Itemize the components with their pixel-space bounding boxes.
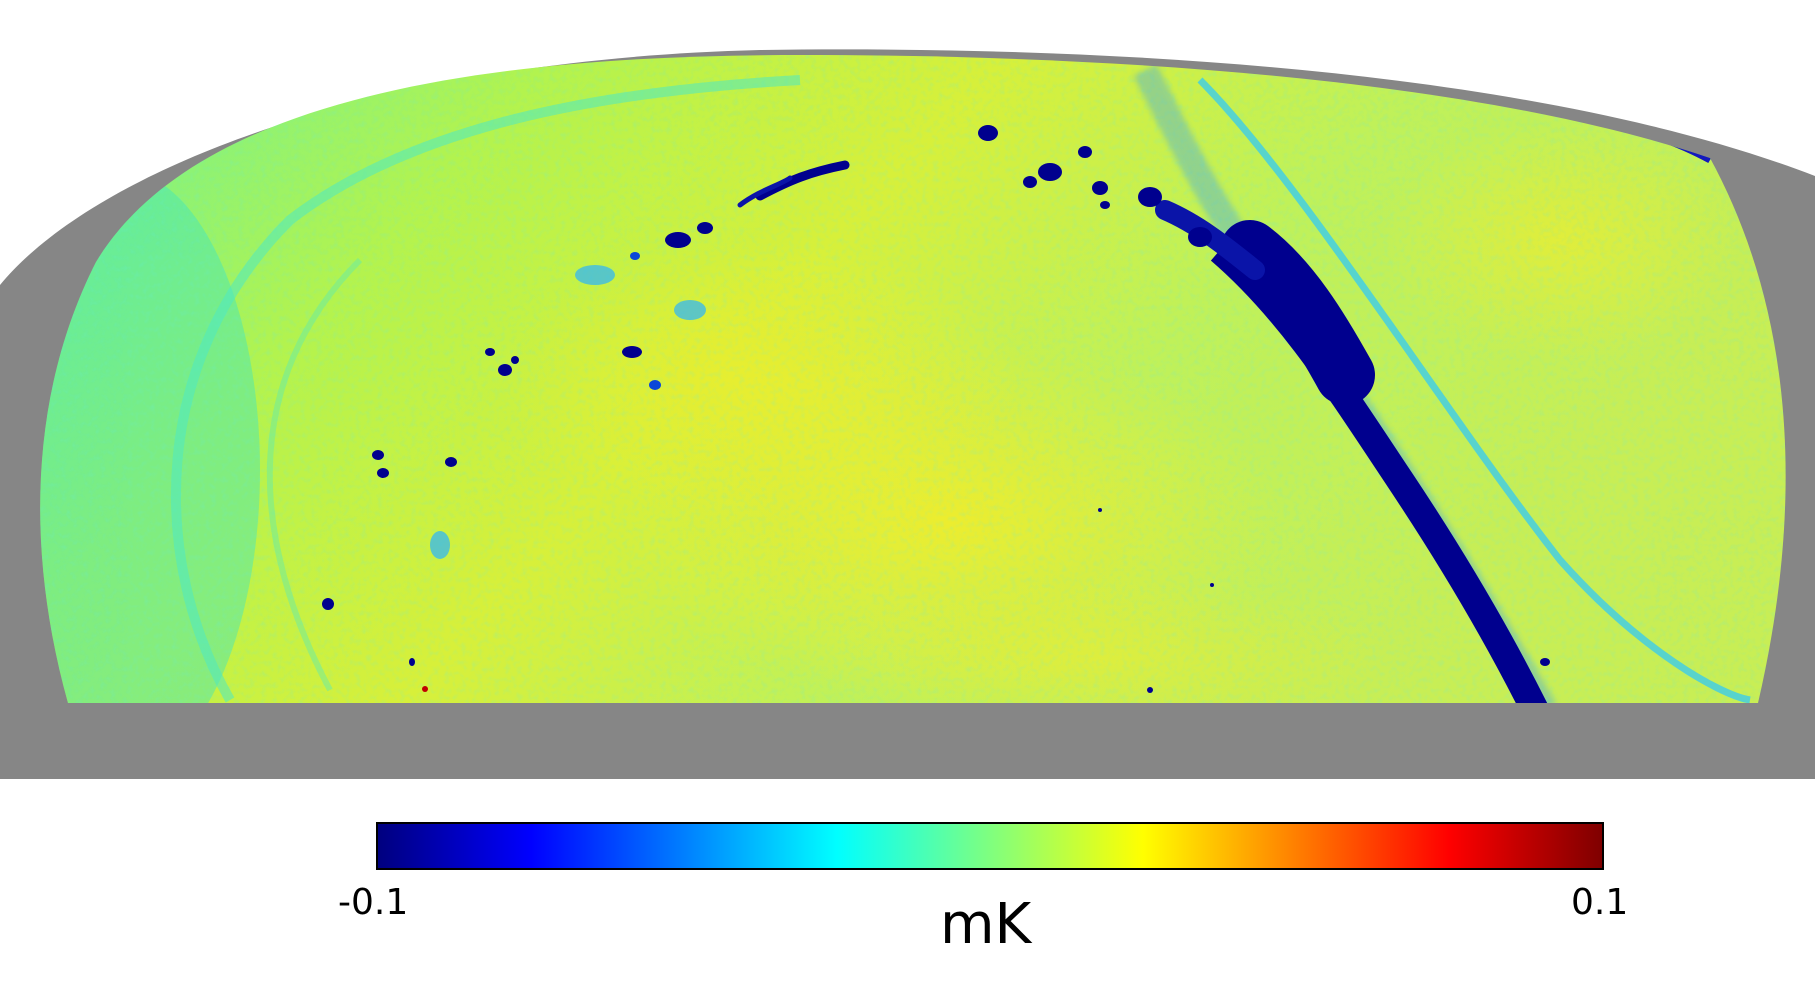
colorbar — [376, 822, 1604, 870]
scan-ring-left-inner — [266, 257, 363, 692]
observed-region — [40, 55, 1786, 703]
colorbar-gradient — [376, 822, 1604, 870]
colorbar-max-label: 0.1 — [1571, 882, 1629, 923]
scan-ring-left — [171, 75, 801, 703]
colorbar-min-label: -0.1 — [338, 882, 409, 923]
warm-source — [422, 686, 428, 692]
compact-sources — [322, 125, 1550, 693]
galactic-plane-band — [1133, 64, 1557, 703]
scan-ring-right — [1197, 77, 1751, 703]
faint-sources — [430, 265, 706, 559]
colorbar-unit-label: mK — [940, 892, 1032, 957]
